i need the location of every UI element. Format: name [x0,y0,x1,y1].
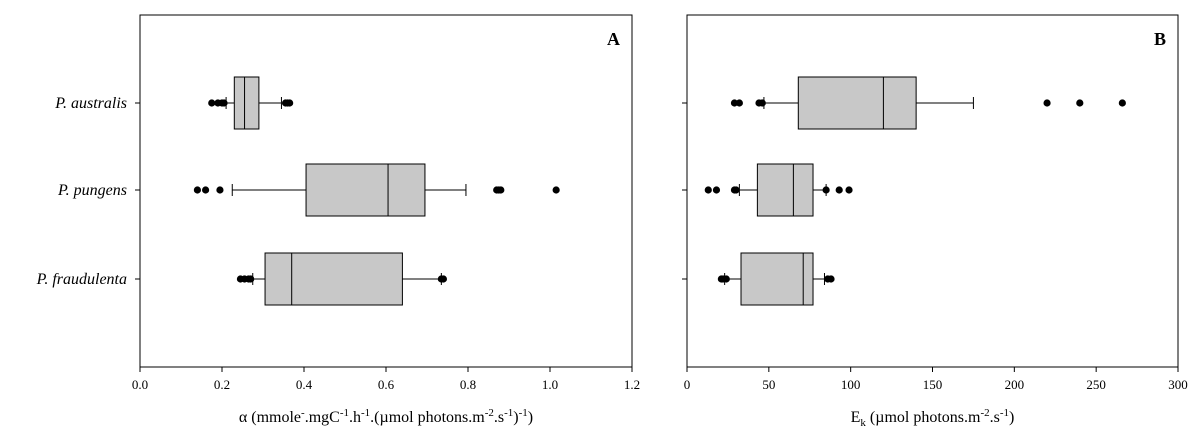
outlier-point [835,186,843,194]
x-axis-label-symbol: α [239,409,248,426]
x-axis-label-part: -2 [485,407,494,419]
box-iqr [740,252,814,306]
x-axis-label-part: ) [528,409,533,426]
x-tick-label: 300 [1168,377,1188,392]
x-axis-label-part: -1 [519,407,528,419]
x-axis-label-part: .h [349,409,361,426]
x-tick-label: 0.4 [296,377,313,392]
x-axis-label-part: -1 [340,407,349,419]
category-label: P. pungens [57,182,127,199]
outlier-point [247,275,255,283]
x-axis-label-part: (mmole [251,409,301,426]
x-tick-label: 150 [923,377,943,392]
category-label: P. fraudulenta [36,271,127,288]
panel-b: 0 50 100 150 200 250 300 B Ek (µmol photons.m-2.… [682,14,1188,429]
outlier-point [216,186,224,194]
x-axis-label-part: -1 [1000,407,1009,419]
x-axis-label-part: -1 [504,407,513,419]
box-iqr [797,76,917,130]
x-axis-label-part: - [301,407,305,419]
outlier-point [1076,99,1084,107]
x-axis-label-part: -2 [980,407,989,419]
x-axis-label-part: (µmol photons.m [866,409,981,426]
outlier-point [439,275,447,283]
outlier-point [193,186,201,194]
x-tick-label: 200 [1005,377,1025,392]
x-tick-label: 0 [684,377,691,392]
outlier-point [735,99,743,107]
outlier-point [202,186,210,194]
outlier-point [758,99,766,107]
outlier-point [208,99,216,107]
x-axis-label-part: .(µmol photons.m [370,409,485,426]
x-axis-label-part: .s [494,409,504,426]
x-tick-label: 100 [841,377,861,392]
outlier-point [822,186,830,194]
box-iqr [305,163,426,217]
outlier-point [827,275,835,283]
x-tick-label: 1.2 [624,377,640,392]
x-tick-label: 0.8 [460,377,476,392]
x-axis-label: α (mmole-.mgC-1.h-1.(µmol photons.m-2.s-… [239,407,533,426]
outlier-point [1043,99,1051,107]
box-iqr [264,252,403,306]
x-tick-label: 0.0 [132,377,148,392]
x-axis-label-part: -1 [361,407,370,419]
x-tick-label: 50 [762,377,775,392]
panel-letter: B [1154,29,1166,49]
x-axis-label: Ek (µmol photons.m-2.s-1) [851,407,1015,429]
outlier-point [845,186,853,194]
outlier-point [497,186,505,194]
outlier-point [286,99,294,107]
x-axis-label-part: ) [1009,409,1014,426]
x-axis-label-part: .s [990,409,1000,426]
outlier-point [552,186,560,194]
category-label: P. australis [54,95,127,112]
x-tick-label: 250 [1086,377,1106,392]
panel-letter: A [607,29,620,49]
x-axis-label-symbol: E [851,409,861,426]
outlier-point [704,186,712,194]
x-axis-label-part: k [860,417,866,429]
outlier-point [220,99,228,107]
box-iqr [233,76,260,130]
x-axis-label-part: ) [513,409,518,426]
x-tick-label: 1.0 [542,377,558,392]
x-axis-label-part: .mgC [305,409,340,426]
panel-a: 0.0 0.2 0.4 0.6 0.8 1.0 1.2 P. australis P. pung… [36,14,640,426]
outlier-point [722,275,730,283]
outlier-point [712,186,721,194]
x-tick-label: 0.6 [378,377,395,392]
x-tick-label: 0.2 [214,377,230,392]
outlier-point [1118,99,1126,107]
outlier-point [732,186,740,194]
box-iqr [756,163,814,217]
